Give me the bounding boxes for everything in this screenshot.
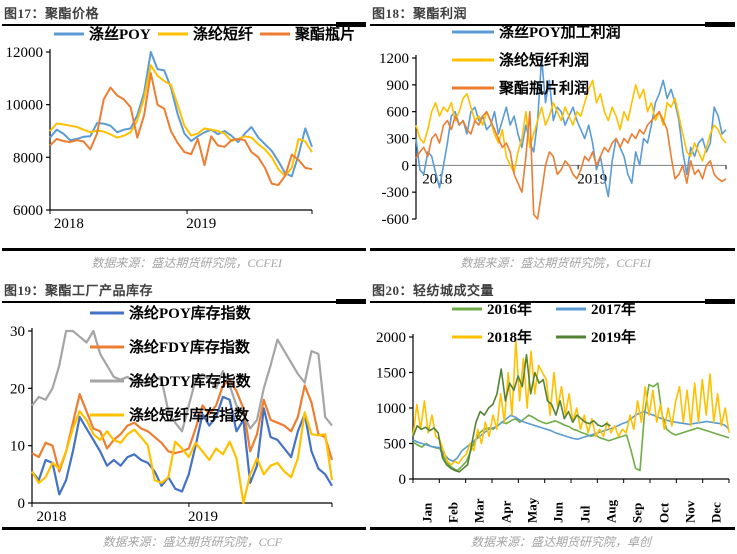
svg-text:30: 30 (10, 324, 25, 340)
panel-factory-inventory: 图19：聚酯工厂产品库存 0 10 20 30 2018 2019 涤纶POY库存指数 涤纶F… (0, 277, 368, 554)
svg-text:2019年: 2019年 (591, 328, 636, 346)
svg-text:涤纶FDY库存指数: 涤纶FDY库存指数 (129, 338, 251, 356)
title-rule (370, 22, 735, 27)
svg-text:10000: 10000 (6, 98, 44, 114)
svg-text:Sep: Sep (630, 503, 645, 523)
svg-text:2019: 2019 (188, 509, 218, 525)
svg-text:6000: 6000 (13, 203, 43, 219)
svg-text:聚酯瓶片: 聚酯瓶片 (294, 26, 355, 43)
svg-text:涤纶POY库存指数: 涤纶POY库存指数 (129, 304, 252, 322)
svg-text:涤纶短纤库存指数: 涤纶短纤库存指数 (129, 406, 250, 424)
svg-text:300: 300 (387, 132, 410, 148)
svg-text:Nov: Nov (683, 500, 698, 523)
data-source: 数据来源：盛达期货研究院，CCF (102, 534, 282, 549)
svg-text:涤丝POY加工利润: 涤丝POY加工利润 (499, 26, 621, 41)
panel-divider (2, 248, 366, 251)
svg-text:Aug: Aug (604, 499, 619, 523)
svg-text:Jan: Jan (419, 502, 434, 523)
chart-title: 图18：聚酯利润 (372, 6, 468, 21)
svg-text:2019: 2019 (186, 216, 216, 232)
chart-title: 图19：聚酯工厂产品库存 (4, 283, 154, 298)
svg-text:0: 0 (18, 496, 26, 512)
data-source: 数据来源：盛达期货研究院，卓创 (470, 534, 651, 549)
svg-text:10: 10 (10, 439, 25, 455)
svg-text:Jul: Jul (577, 505, 592, 523)
svg-text:0: 0 (402, 158, 410, 174)
svg-text:May: May (525, 497, 540, 523)
svg-text:600: 600 (387, 105, 410, 121)
svg-text:Dec: Dec (709, 502, 724, 523)
svg-text:8000: 8000 (13, 150, 43, 166)
svg-text:Mar: Mar (472, 498, 487, 523)
svg-text:2018: 2018 (37, 509, 67, 525)
title-rule (370, 299, 735, 304)
svg-text:0: 0 (399, 472, 407, 488)
panel-divider (370, 248, 735, 251)
data-source: 数据来源：盛达期货研究院，CCFEI (91, 255, 282, 270)
panel-polyester-profit: 图18：聚酯利润 -600 -300 0 300 600 900 1200 2018 2019 涤… (368, 0, 737, 277)
panel-polyester-price: 图17：聚酯价格 6000 8000 10000 12000 2018 2019 涤丝POY… (0, 0, 368, 277)
svg-text:12000: 12000 (6, 45, 44, 61)
svg-text:Oct: Oct (656, 502, 671, 523)
svg-text:涤纶短纤利润: 涤纶短纤利润 (499, 51, 589, 69)
svg-text:2018年: 2018年 (487, 328, 532, 346)
svg-text:1500: 1500 (376, 366, 406, 382)
svg-text:聚酯瓶片利润: 聚酯瓶片利润 (498, 79, 589, 97)
panel-divider (370, 527, 735, 530)
svg-text:2016年: 2016年 (487, 303, 532, 318)
svg-text:1000: 1000 (376, 401, 406, 417)
svg-text:涤丝POY: 涤丝POY (89, 26, 151, 43)
svg-text:Feb: Feb (446, 502, 461, 523)
svg-text:900: 900 (387, 78, 410, 94)
chart-factory-inventory: 0 10 20 30 2018 2019 涤纶POY库存指数涤纶FDY库存指数涤纶DTY库存… (10, 304, 334, 525)
svg-text:2019: 2019 (577, 171, 607, 187)
svg-text:20: 20 (10, 381, 25, 397)
svg-text:Apr: Apr (498, 500, 513, 523)
chart-title: 图17：聚酯价格 (4, 6, 100, 21)
svg-text:涤纶DTY库存指数: 涤纶DTY库存指数 (129, 372, 252, 390)
chart-title: 图20：轻纺城成交量 (372, 283, 495, 298)
data-source: 数据来源：盛达期货研究院，CCFEI (460, 255, 651, 270)
svg-text:涤纶短纤: 涤纶短纤 (193, 26, 253, 43)
svg-text:-300: -300 (382, 185, 410, 201)
svg-text:2000: 2000 (376, 330, 406, 346)
svg-text:-600: -600 (382, 212, 410, 228)
svg-text:1200: 1200 (379, 51, 409, 67)
title-rule (2, 299, 366, 304)
svg-text:Jun: Jun (551, 501, 566, 523)
chart-textile-city-volume: 0 500 1000 1500 2000 Jan Feb Mar Apr May Jun Jul Aug… (376, 303, 730, 523)
panel-textile-city-volume: 图20：轻纺城成交量 0 500 1000 1500 2000 Jan Feb Mar Apr M… (368, 277, 737, 554)
panel-divider (2, 527, 366, 530)
svg-text:2018: 2018 (54, 216, 84, 232)
title-rule (2, 22, 366, 27)
svg-text:500: 500 (384, 437, 407, 453)
svg-text:2017年: 2017年 (591, 303, 636, 318)
chart-polyester-price: 6000 8000 10000 12000 2018 2019 涤丝POY 涤纶短纤 聚酯瓶片 (6, 26, 356, 232)
